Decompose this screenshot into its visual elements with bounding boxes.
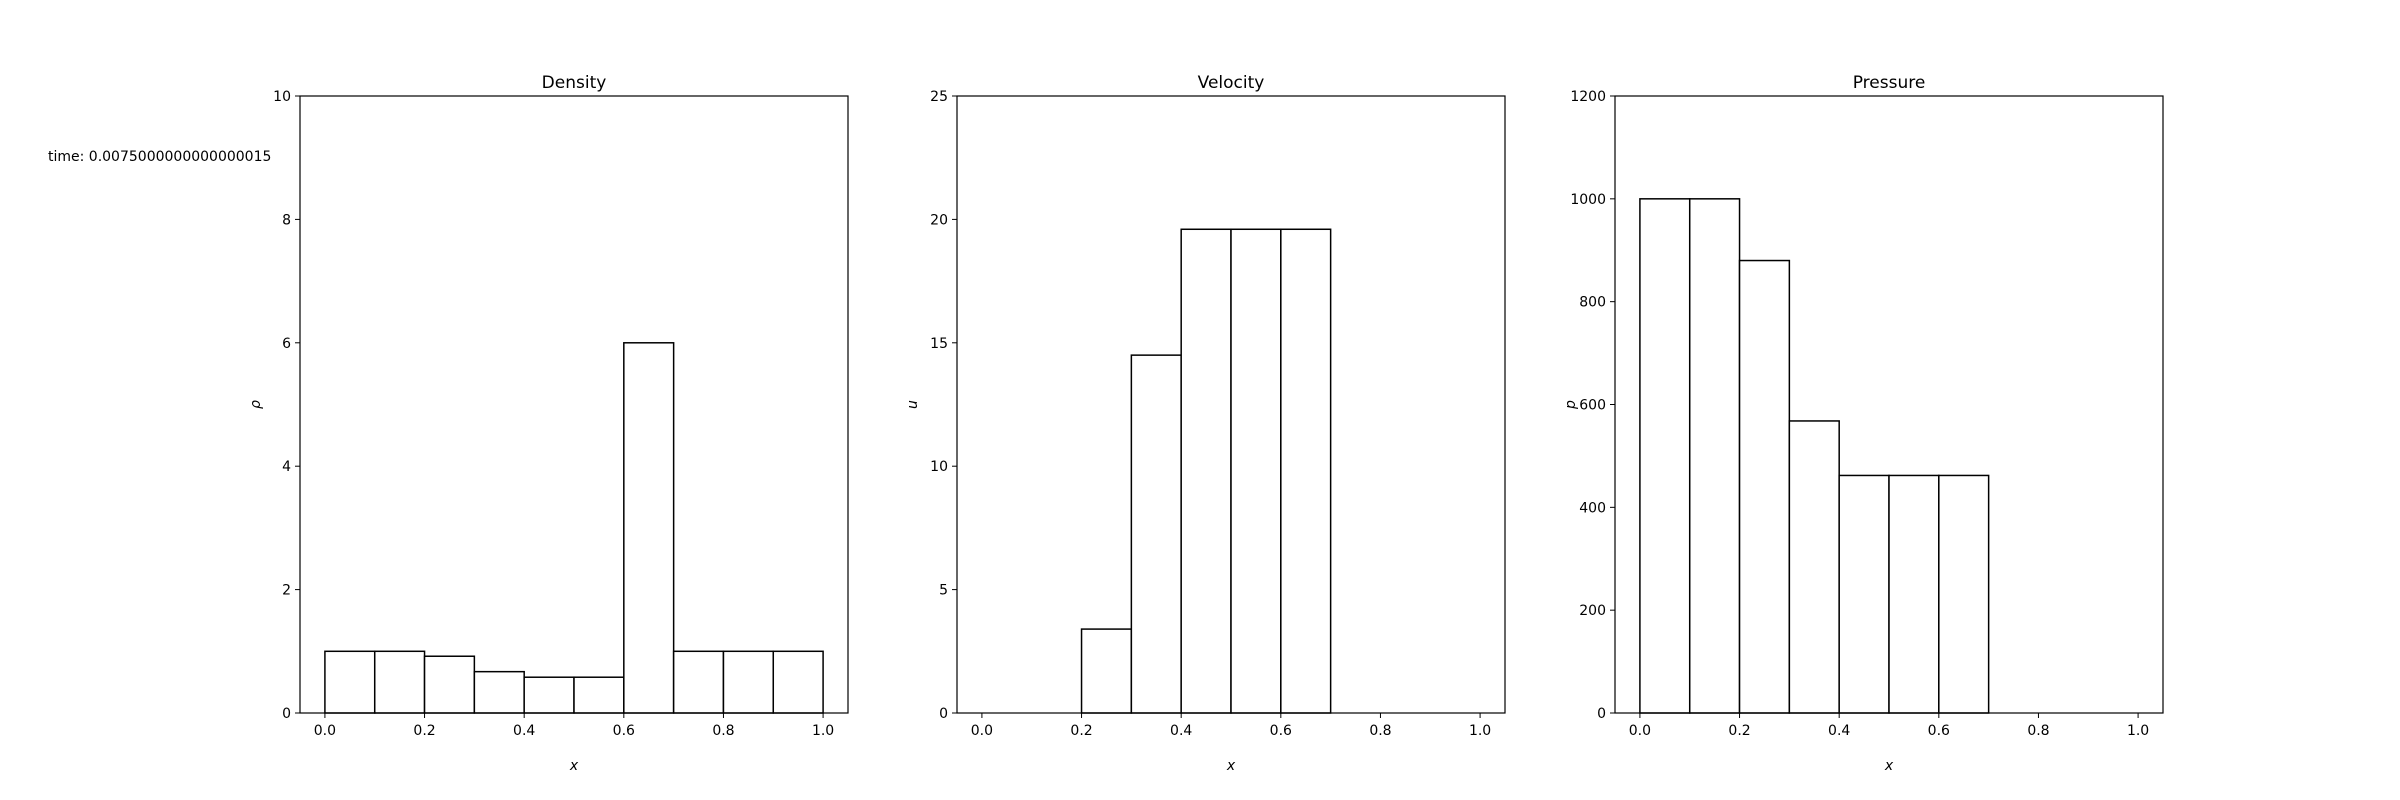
axes-frame-0 [299,95,849,714]
x-axis-label-1: x [1226,758,1236,774]
y-tick-label-1-2: 10 [930,459,948,475]
bar-1-6 [1280,228,1332,714]
x-axis-label-0: x [569,758,579,774]
bar-0-7 [672,650,725,714]
y-tick-label-0-0: 0 [282,706,291,722]
x-axis-label-2: x [1884,758,1894,774]
bar-2-1 [1688,198,1741,714]
panel-title-0: Density [542,73,607,93]
panel-title-1: Velocity [1198,73,1265,93]
bar-0-3 [473,670,525,714]
axes-frame-1 [956,95,1506,714]
y-axis-label-0: ρ [248,400,264,409]
y-tick-label-1-5: 25 [930,89,948,105]
bar-1-3 [1130,354,1182,714]
y-tick-label-2-1: 200 [1579,603,1606,619]
bar-0-8 [722,650,775,714]
panel-0: 0.0 0.2 0.4 0.6 0.8 1.0 0 2 4 6 8 10 Density x ρ [248,73,849,774]
panels: 0.0 0.2 0.4 0.6 0.8 1.0 0 2 4 6 8 10 Density x ρ 0.0 0.2… [248,73,2164,774]
panel-1: 0.0 0.2 0.4 0.6 0.8 1.0 0 5 10 15 20 25 Velocity x u [905,73,1506,774]
y-tick-label-0-4: 8 [282,212,291,228]
x-tick-label-0-4: 0.8 [712,723,734,739]
y-tick-label-1-0: 0 [939,706,948,722]
bar-2-4 [1838,474,1890,714]
y-tick-label-0-5: 10 [273,89,291,105]
bar-2-0 [1639,198,1691,714]
y-tick-label-0-2: 4 [282,459,291,475]
x-tick-label-1-1: 0.2 [1070,723,1092,739]
bar-0-2 [423,655,476,714]
y-axis-label-2: p [1563,400,1579,410]
x-tick-label-1-0: 0.0 [971,723,993,739]
bar-2-3 [1788,420,1840,714]
bar-0-9 [772,650,824,714]
time-annotation: time: 0.0075000000000000015 [48,149,271,165]
bar-2-2 [1738,259,1791,714]
panel-title-2: Pressure [1853,73,1926,93]
y-tick-label-2-0: 0 [1597,706,1606,722]
y-tick-label-2-2: 400 [1579,500,1606,516]
x-tick-label-2-5: 1.0 [2127,723,2149,739]
x-tick-label-1-4: 0.8 [1369,723,1391,739]
y-tick-label-2-3: 600 [1579,398,1606,414]
bar-0-1 [373,650,426,714]
bar-2-6 [1938,474,1990,714]
x-tick-label-0-0: 0.0 [314,723,336,739]
bar-1-5 [1230,228,1282,714]
y-tick-label-1-4: 20 [930,212,948,228]
bar-2-5 [1888,474,1940,714]
bar-0-6 [623,342,675,714]
bar-0-4 [523,676,575,714]
bar-0-5 [573,676,625,714]
bar-0-0 [324,650,376,714]
y-tick-label-0-3: 6 [282,336,291,352]
y-axis-label-1: u [905,400,921,409]
x-tick-label-0-2: 0.4 [513,723,535,739]
x-tick-label-2-1: 0.2 [1728,723,1750,739]
x-tick-label-1-5: 1.0 [1469,723,1491,739]
x-tick-label-2-3: 0.6 [1928,723,1950,739]
x-tick-label-2-2: 0.4 [1828,723,1850,739]
x-tick-label-2-4: 0.8 [2027,723,2049,739]
x-tick-label-1-3: 0.6 [1270,723,1292,739]
x-tick-label-1-2: 0.4 [1170,723,1192,739]
x-tick-label-0-1: 0.2 [413,723,435,739]
y-tick-label-2-4: 800 [1579,295,1606,311]
y-tick-label-0-1: 2 [282,583,291,599]
x-tick-label-2-0: 0.0 [1629,723,1651,739]
y-tick-label-2-6: 1200 [1570,89,1606,105]
y-tick-label-1-1: 5 [939,583,948,599]
y-tick-label-1-3: 15 [930,336,948,352]
panel-2: 0.0 0.2 0.4 0.6 0.8 1.0 0 200 400 600 800 1000 1200 P… [1563,73,2164,774]
bar-1-4 [1180,228,1232,714]
x-tick-label-0-3: 0.6 [613,723,635,739]
y-tick-label-2-5: 1000 [1570,192,1606,208]
bar-1-2 [1080,628,1133,714]
x-tick-label-0-5: 1.0 [812,723,834,739]
